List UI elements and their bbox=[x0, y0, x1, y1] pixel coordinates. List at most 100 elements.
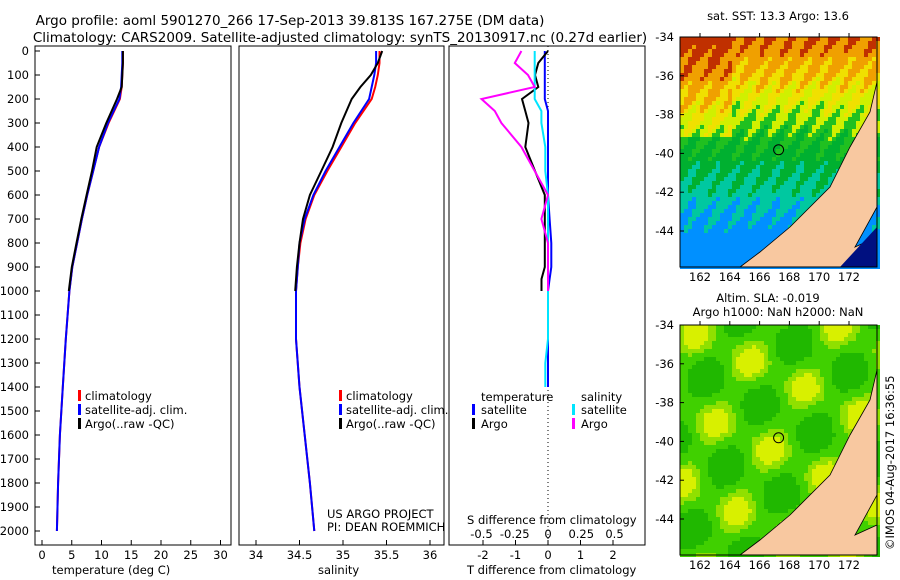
map-cell bbox=[692, 249, 696, 253]
map-cell bbox=[832, 37, 836, 41]
map-cell bbox=[808, 417, 812, 421]
map-cell bbox=[812, 473, 816, 477]
map-cell bbox=[756, 357, 760, 361]
map-cell bbox=[704, 225, 708, 229]
map-cell bbox=[764, 469, 768, 473]
map-cell bbox=[796, 205, 800, 209]
map-cell bbox=[756, 385, 760, 389]
y-tick-label: 1600 bbox=[0, 428, 29, 442]
map-cell bbox=[820, 77, 824, 81]
map-cell bbox=[728, 125, 732, 129]
map-cell bbox=[720, 217, 724, 221]
map-cell bbox=[848, 57, 852, 61]
lat-tick-label: -44 bbox=[655, 224, 674, 238]
map-cell bbox=[800, 133, 804, 137]
map-cell bbox=[756, 89, 760, 93]
map-cell bbox=[800, 61, 804, 65]
map-cell bbox=[756, 369, 760, 373]
map-cell bbox=[744, 345, 748, 349]
map-cell bbox=[708, 117, 712, 121]
map-cell bbox=[796, 445, 800, 449]
map-cell bbox=[740, 333, 744, 337]
map-cell bbox=[732, 77, 736, 81]
map-cell bbox=[828, 81, 832, 85]
map-cell bbox=[828, 61, 832, 65]
map-cell bbox=[856, 345, 860, 349]
map-cell bbox=[784, 161, 788, 165]
map-cell bbox=[720, 437, 724, 441]
map-cell bbox=[876, 161, 880, 165]
map-cell bbox=[696, 329, 700, 333]
map-cell bbox=[732, 189, 736, 193]
map-cell bbox=[720, 477, 724, 481]
map-cell bbox=[700, 81, 704, 85]
map-cell bbox=[692, 69, 696, 73]
series-line-argo bbox=[294, 50, 384, 292]
map-cell bbox=[788, 205, 792, 209]
map-cell bbox=[820, 185, 824, 189]
map-cell bbox=[740, 105, 744, 109]
map-cell bbox=[792, 89, 796, 93]
map-cell bbox=[736, 437, 740, 441]
map-cell bbox=[848, 357, 852, 361]
map-cell bbox=[712, 193, 716, 197]
map-cell bbox=[772, 381, 776, 385]
map-cell bbox=[684, 437, 688, 441]
map-cell bbox=[736, 397, 740, 401]
map-cell bbox=[840, 85, 844, 89]
map-cell bbox=[804, 477, 808, 481]
map-cell bbox=[848, 417, 852, 421]
map-cell bbox=[688, 349, 692, 353]
map-cell bbox=[708, 221, 712, 225]
map-cell bbox=[756, 193, 760, 197]
map-cell bbox=[728, 145, 732, 149]
map-cell bbox=[820, 49, 824, 53]
map-cell bbox=[800, 421, 804, 425]
map-cell bbox=[788, 413, 792, 417]
map-cell bbox=[680, 201, 684, 205]
map-cell bbox=[752, 53, 756, 57]
map-cell bbox=[800, 149, 804, 153]
map-cell bbox=[852, 393, 856, 397]
map-cell bbox=[740, 69, 744, 73]
map-cell bbox=[708, 353, 712, 357]
map-cell bbox=[768, 221, 772, 225]
map-cell bbox=[716, 105, 720, 109]
map-cell bbox=[708, 325, 712, 329]
map-cell bbox=[688, 221, 692, 225]
map-cell bbox=[804, 325, 808, 329]
map-cell bbox=[836, 397, 840, 401]
map-cell bbox=[760, 449, 764, 453]
map-cell bbox=[824, 109, 828, 113]
map-cell bbox=[756, 165, 760, 169]
map-cell bbox=[708, 413, 712, 417]
map-cell bbox=[856, 385, 860, 389]
map-cell bbox=[760, 117, 764, 121]
map-cell bbox=[796, 329, 800, 333]
map-cell bbox=[724, 409, 728, 413]
map-cell bbox=[760, 121, 764, 125]
map-cell bbox=[808, 449, 812, 453]
map-cell bbox=[844, 117, 848, 121]
map-cell bbox=[712, 101, 716, 105]
map-cell bbox=[752, 341, 756, 345]
map-cell bbox=[764, 389, 768, 393]
map-cell bbox=[752, 157, 756, 161]
map-cell bbox=[704, 233, 708, 237]
map-cell bbox=[700, 209, 704, 213]
map-cell bbox=[724, 389, 728, 393]
map-cell bbox=[760, 193, 764, 197]
map-cell bbox=[800, 209, 804, 213]
map-cell bbox=[700, 469, 704, 473]
map-cell bbox=[692, 425, 696, 429]
map-cell bbox=[760, 389, 764, 393]
map-cell bbox=[876, 149, 880, 153]
map-cell bbox=[876, 373, 880, 377]
map-cell bbox=[804, 93, 808, 97]
map-cell bbox=[752, 125, 756, 129]
map-cell bbox=[736, 245, 740, 249]
map-cell bbox=[764, 429, 768, 433]
map-cell bbox=[748, 69, 752, 73]
map-cell bbox=[816, 369, 820, 373]
map-cell bbox=[744, 81, 748, 85]
